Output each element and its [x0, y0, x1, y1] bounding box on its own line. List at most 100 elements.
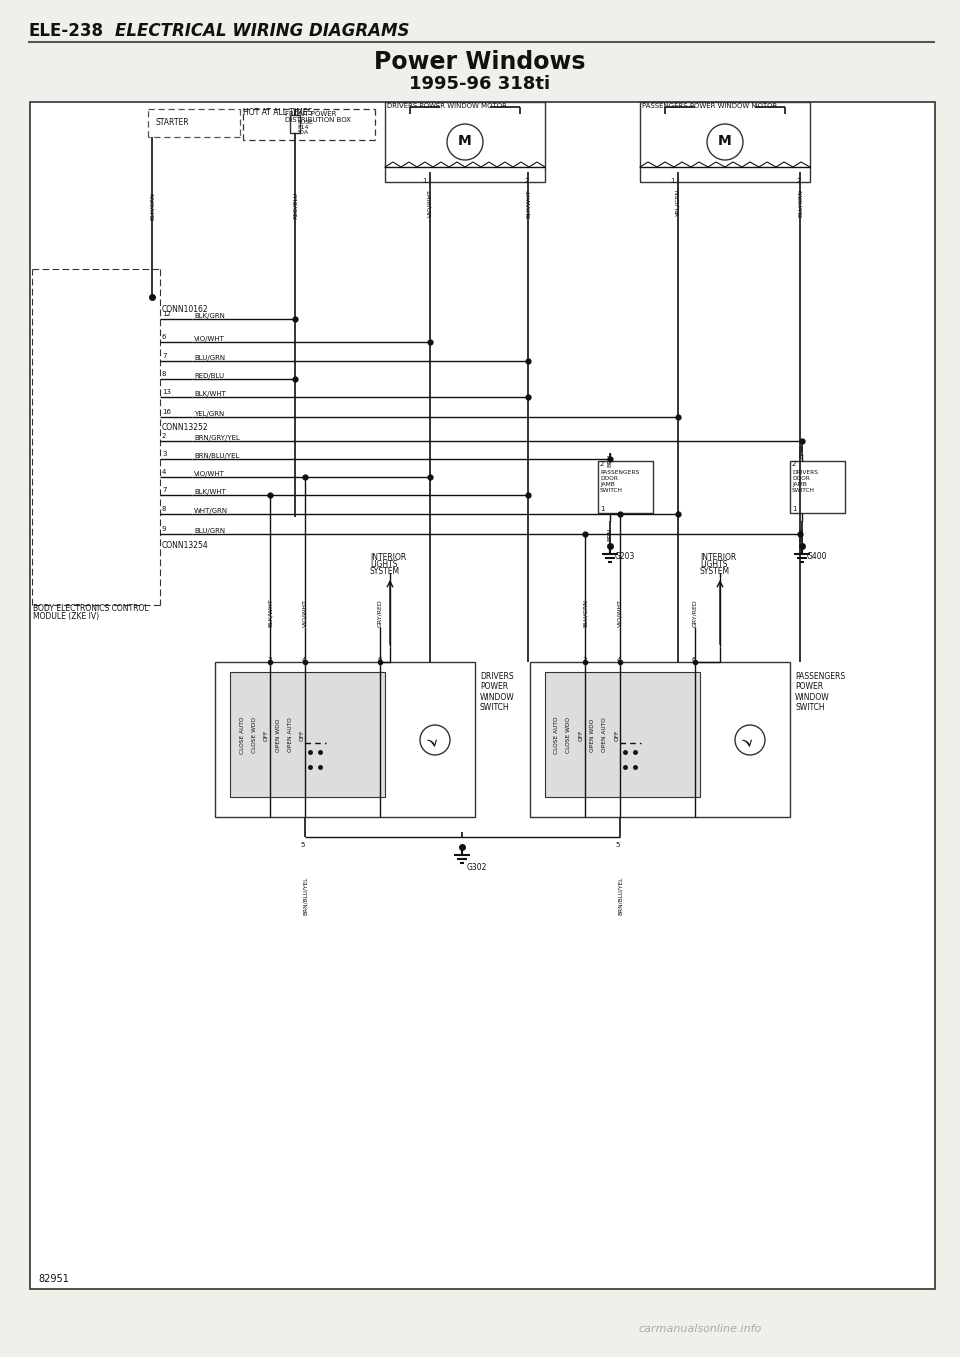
- Text: VIO/WHT: VIO/WHT: [617, 598, 622, 627]
- Text: 6: 6: [692, 657, 697, 664]
- Text: 9: 9: [162, 527, 166, 532]
- Text: BLU/GRN: BLU/GRN: [194, 528, 226, 535]
- Text: OFF: OFF: [300, 729, 304, 741]
- Text: DOOR: DOOR: [792, 475, 810, 480]
- Text: 2: 2: [162, 433, 166, 440]
- Text: FRONT POWER: FRONT POWER: [285, 111, 336, 117]
- Text: PASSENGERS
POWER
WINDOW
SWITCH: PASSENGERS POWER WINDOW SWITCH: [795, 672, 845, 712]
- Text: BRN: BRN: [608, 453, 612, 467]
- Text: PASSENGERS POWER WINDOW MOTOR: PASSENGERS POWER WINDOW MOTOR: [642, 103, 778, 109]
- Text: DRIVERS
POWER
WINDOW
SWITCH: DRIVERS POWER WINDOW SWITCH: [480, 672, 515, 712]
- Text: MODULE (ZKE IV): MODULE (ZKE IV): [33, 612, 99, 620]
- Text: BLU/GRN: BLU/GRN: [194, 356, 226, 361]
- Text: 2: 2: [797, 178, 802, 185]
- Text: SYSTEM: SYSTEM: [370, 566, 400, 575]
- Bar: [545, 672, 700, 797]
- Text: BLU/GRN: BLU/GRN: [583, 598, 588, 627]
- Text: GRY/RED: GRY/RED: [692, 600, 698, 627]
- Text: JAMB: JAMB: [600, 482, 614, 487]
- Text: CONN13252: CONN13252: [162, 422, 208, 432]
- Text: M: M: [718, 134, 732, 148]
- Bar: [598, 461, 653, 513]
- Text: RED/BLU: RED/BLU: [293, 191, 298, 218]
- Text: 8: 8: [162, 506, 166, 512]
- Text: BRN/BLU/YEL: BRN/BLU/YEL: [194, 453, 239, 459]
- Text: BRN/GRY/YEL: BRN/GRY/YEL: [194, 436, 240, 441]
- Text: 82951: 82951: [38, 1274, 69, 1284]
- Circle shape: [447, 123, 483, 160]
- Text: OPEN AUTO: OPEN AUTO: [287, 718, 293, 752]
- Text: BODY ELECTRONICS CONTROL: BODY ELECTRONICS CONTROL: [33, 604, 149, 612]
- Text: OPEN WDO: OPEN WDO: [276, 718, 280, 752]
- Text: 6: 6: [162, 334, 166, 341]
- Text: 1995-96 318ti: 1995-96 318ti: [409, 75, 551, 94]
- Text: BRN/BLU/YEL: BRN/BLU/YEL: [617, 877, 622, 916]
- Text: GRY/RED: GRY/RED: [377, 600, 382, 627]
- Text: 4: 4: [162, 470, 166, 475]
- Text: 1: 1: [670, 178, 675, 185]
- Text: 5: 5: [615, 841, 619, 848]
- Text: F14: F14: [297, 125, 308, 129]
- Bar: [790, 461, 845, 513]
- Text: 8: 8: [162, 370, 166, 377]
- Text: 5: 5: [300, 841, 304, 848]
- Text: FUSE: FUSE: [297, 119, 313, 125]
- Text: 3: 3: [267, 657, 272, 664]
- Text: JAMB: JAMB: [792, 482, 806, 487]
- Bar: [30, 102, 935, 1289]
- Bar: [640, 102, 810, 182]
- Text: PASSENGERS: PASSENGERS: [600, 470, 639, 475]
- Text: CONN13254: CONN13254: [162, 540, 208, 550]
- Text: OPEN AUTO: OPEN AUTO: [603, 718, 608, 752]
- Text: LIGHTS: LIGHTS: [700, 559, 728, 569]
- Text: VIO/WHT: VIO/WHT: [302, 598, 307, 627]
- Text: OFF: OFF: [579, 729, 584, 741]
- Text: 1: 1: [792, 506, 797, 512]
- Text: BLU/GRN: BLU/GRN: [798, 189, 803, 217]
- Text: G302: G302: [467, 863, 488, 871]
- Text: BLK/GRN: BLK/GRN: [194, 313, 225, 319]
- Text: WHT/GRN: WHT/GRN: [194, 508, 228, 514]
- Text: BLK/WHT: BLK/WHT: [194, 489, 226, 495]
- Text: HOT AT ALL TIMES: HOT AT ALL TIMES: [243, 107, 312, 117]
- Text: 16: 16: [162, 408, 171, 415]
- Text: OFF: OFF: [614, 729, 619, 741]
- Text: DISTRIBUTION BOX: DISTRIBUTION BOX: [285, 117, 350, 123]
- Text: CLOSE AUTO: CLOSE AUTO: [239, 716, 245, 753]
- Text: BRN/BLU/YEL: BRN/BLU/YEL: [302, 877, 307, 916]
- Text: INTERIOR: INTERIOR: [700, 552, 736, 562]
- Text: 4: 4: [302, 657, 306, 664]
- Text: CLOSE WDO: CLOSE WDO: [566, 716, 571, 753]
- Text: 4: 4: [617, 657, 621, 664]
- Bar: [530, 662, 790, 817]
- Text: VIO/WHT: VIO/WHT: [194, 471, 225, 478]
- Text: RED/BLU: RED/BLU: [194, 373, 224, 379]
- Text: 1: 1: [422, 178, 426, 185]
- Text: INTERIOR: INTERIOR: [370, 552, 406, 562]
- Text: 2: 2: [525, 178, 529, 185]
- Text: BRN: BRN: [608, 528, 612, 540]
- Text: YEL/GRN: YEL/GRN: [676, 189, 681, 216]
- Text: BRN: BRN: [800, 528, 804, 540]
- Text: YEL/GRN: YEL/GRN: [194, 411, 225, 417]
- Text: DRIVERS POWER WINDOW MOTOR: DRIVERS POWER WINDOW MOTOR: [387, 103, 507, 109]
- Text: BLK/WHT: BLK/WHT: [194, 391, 226, 398]
- Text: 7: 7: [162, 353, 166, 360]
- Text: DOOR: DOOR: [600, 475, 618, 480]
- Text: SYSTEM: SYSTEM: [700, 566, 731, 575]
- Text: LIGHTS: LIGHTS: [370, 559, 397, 569]
- Text: G203: G203: [615, 551, 636, 560]
- Bar: [385, 102, 545, 182]
- Text: ELECTRICAL WIRING DIAGRAMS: ELECTRICAL WIRING DIAGRAMS: [115, 22, 410, 39]
- Text: G400: G400: [807, 551, 828, 560]
- Text: Power Windows: Power Windows: [374, 50, 586, 75]
- Text: BLK/GRN: BLK/GRN: [150, 191, 155, 220]
- Text: 6: 6: [377, 657, 381, 664]
- Text: SWITCH: SWITCH: [792, 487, 815, 493]
- Text: 13: 13: [162, 389, 171, 395]
- Text: carmanualsonline.info: carmanualsonline.info: [638, 1324, 761, 1334]
- Text: CLOSE AUTO: CLOSE AUTO: [555, 716, 560, 753]
- Text: 3: 3: [582, 657, 587, 664]
- Text: BLK/WHT: BLK/WHT: [268, 598, 273, 627]
- Text: OPEN WDO: OPEN WDO: [590, 718, 595, 752]
